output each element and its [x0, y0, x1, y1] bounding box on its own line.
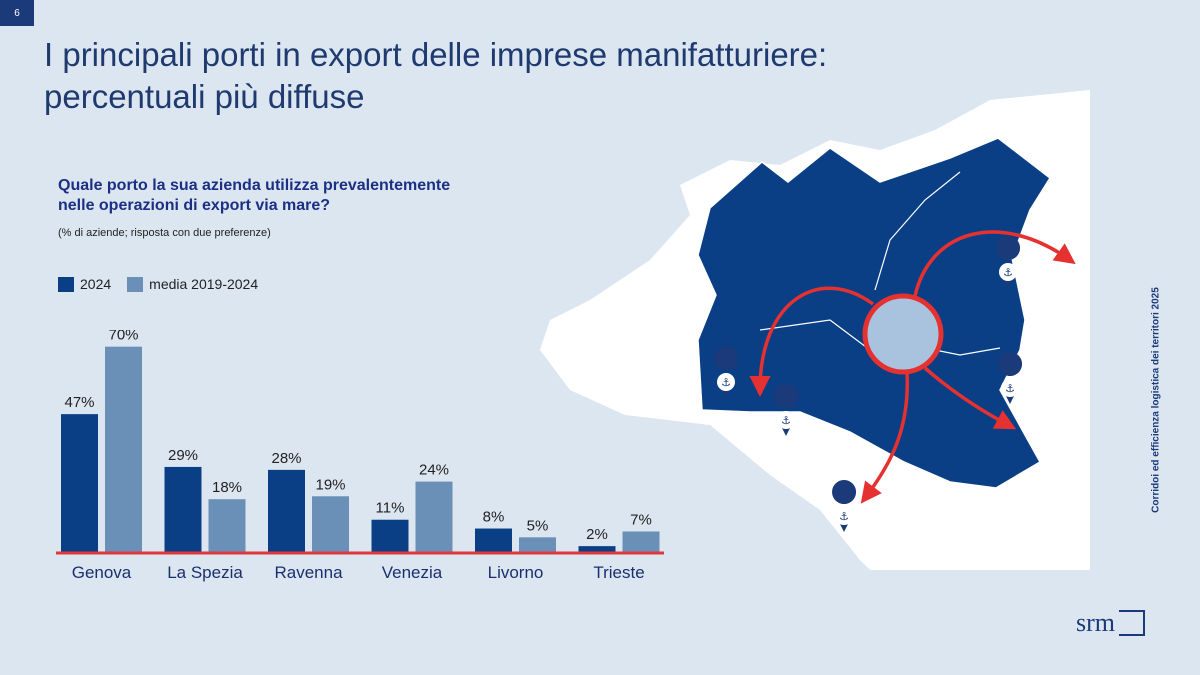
bar-trieste-series-2 [622, 531, 660, 552]
port-marker-ravenna: ⚓ [998, 352, 1023, 404]
bar-chart: 47% 70% Genova 29% 18% La Spezia 28% 19% Ravenna… [56, 330, 664, 582]
svg-text:⚓: ⚓ [839, 510, 849, 523]
data-label-trieste-series-2: 7% [630, 511, 652, 528]
title-line-2: percentuali più diffuse [44, 78, 365, 115]
data-label-trieste-series-1: 2% [586, 526, 608, 543]
svg-text:⚓: ⚓ [721, 376, 731, 389]
survey-question: Quale porto la sua azienda utilizza prev… [58, 176, 528, 216]
port-marker-livorno: ⚓ [832, 480, 857, 532]
arrow-to-ravenna [923, 366, 1017, 430]
data-label-venezia-series-1: 11% [376, 500, 405, 517]
title-line-1: I principali porti in export delle impre… [44, 36, 828, 73]
logo-text: srm [1076, 608, 1115, 637]
page-number: 6 [0, 0, 34, 26]
category-label-ravenna: Ravenna [274, 563, 343, 582]
bar-livorno-series-1 [475, 528, 512, 552]
svg-text:⚓: ⚓ [1005, 382, 1015, 395]
bar-la-spezia-series-2 [208, 499, 246, 552]
legend-item-2024: 2024 [58, 276, 111, 292]
port-marker-venezia: ⚓ [996, 236, 1021, 288]
chart-legend: 2024 media 2019-2024 [58, 276, 274, 292]
data-label-la-spezia-series-1: 29% [168, 447, 198, 464]
focus-circle [862, 293, 944, 375]
port-marker-genova: ⚓ [714, 346, 739, 398]
data-label-ravenna-series-2: 19% [315, 476, 345, 493]
port-marker-la-spezia: ⚓ [774, 384, 799, 436]
data-label-la-spezia-series-2: 18% [212, 479, 242, 496]
data-label-ravenna-series-1: 28% [271, 450, 301, 467]
arrow-to-livorno [860, 371, 910, 504]
legend-item-average: media 2019-2024 [127, 276, 258, 292]
bar-ravenna-series-1 [268, 469, 305, 552]
bar-venezia-series-1 [371, 519, 409, 552]
arrow-to-trieste [913, 230, 1076, 297]
bar-ravenna-series-2 [312, 496, 349, 552]
srm-logo: srm [1076, 608, 1145, 638]
page-title: I principali porti in export delle impre… [44, 34, 924, 118]
data-label-livorno-series-1: 8% [483, 509, 505, 526]
bar-livorno-series-2 [519, 537, 556, 552]
legend-swatch-2024 [58, 276, 74, 292]
italy-ports-map: ⚓ ⚓ ⚓ ⚓ ⚓ ⚓ [540, 90, 1090, 570]
legend-label-average: media 2019-2024 [149, 276, 259, 292]
data-label-livorno-series-2: 5% [527, 517, 549, 534]
category-label-la-spezia: La Spezia [167, 563, 243, 582]
logo-mark [1119, 610, 1145, 636]
legend-label-2024: 2024 [80, 276, 112, 292]
bar-trieste-series-1 [578, 546, 616, 552]
region-border-2 [874, 171, 961, 291]
data-label-genova-series-2: 70% [108, 330, 138, 344]
category-label-venezia: Venezia [382, 563, 443, 582]
category-label-livorno: Livorno [488, 563, 544, 582]
question-line-2: nelle operazioni di export via mare? [58, 197, 331, 214]
bar-genova-series-2 [105, 346, 142, 552]
bar-la-spezia-series-1 [164, 466, 202, 552]
bar-venezia-series-2 [415, 481, 453, 552]
arrow-to-genova [749, 286, 875, 397]
report-side-label: Corridoi ed efficienza logistica dei ter… [1146, 285, 1166, 515]
category-label-genova: Genova [72, 563, 132, 582]
svg-text:⚓: ⚓ [781, 414, 791, 427]
data-label-genova-series-1: 47% [64, 394, 94, 411]
report-side-label-text: Corridoi ed efficienza logistica dei ter… [1150, 287, 1162, 513]
category-label-trieste: Trieste [593, 563, 644, 582]
legend-swatch-average [127, 276, 144, 292]
question-line-1: Quale porto la sua azienda utilizza prev… [58, 177, 451, 194]
bar-genova-series-1 [61, 414, 98, 552]
chart-note: (% di aziende; risposta con due preferen… [58, 227, 271, 239]
data-label-venezia-series-2: 24% [419, 462, 449, 479]
svg-text:⚓: ⚓ [1003, 266, 1013, 279]
